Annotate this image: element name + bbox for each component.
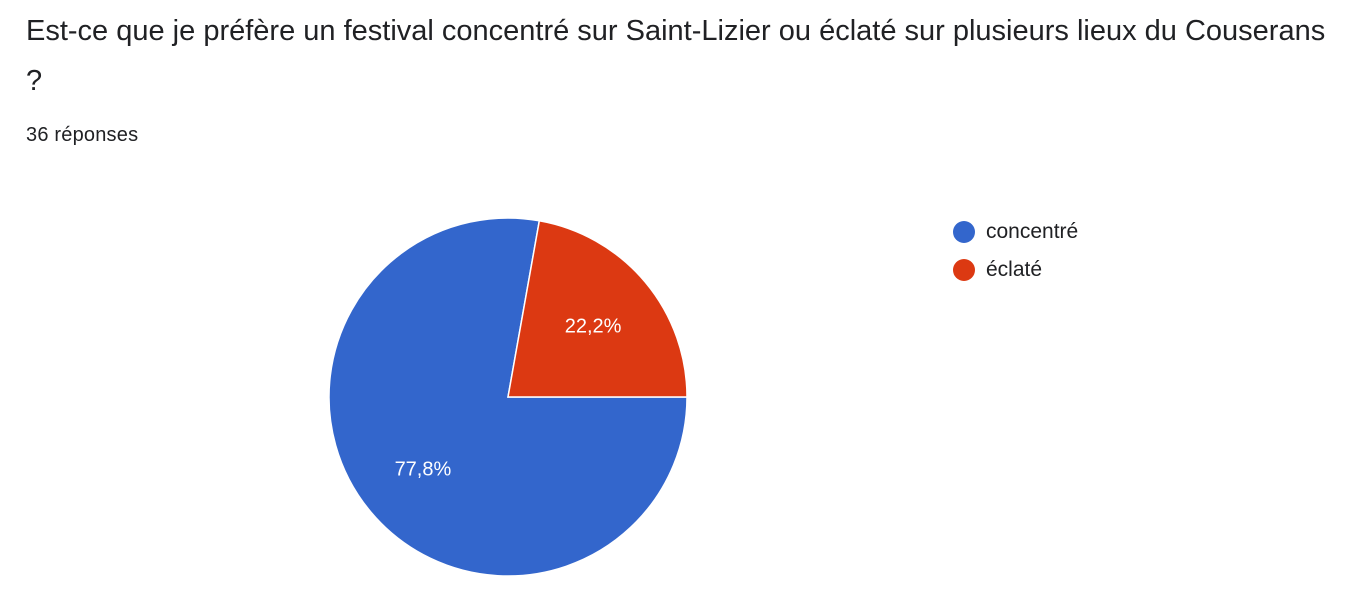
pie-slice-eclate[interactable] (507, 219, 688, 398)
legend-item-eclate[interactable]: éclaté (953, 251, 1078, 289)
legend-label-concentre: concentré (986, 220, 1079, 243)
question-title: Est-ce que je préfère un festival concen… (26, 15, 1326, 97)
pie-label-eclate: 22,2% (565, 316, 622, 338)
legend-swatch-concentre (953, 221, 975, 243)
pie-label-concentre: 77,8% (395, 458, 452, 480)
legend-swatch-eclate (953, 259, 975, 281)
chart-legend: concentré éclaté (953, 213, 1078, 289)
pie-slice-concentre[interactable] (328, 217, 688, 577)
legend-item-concentre[interactable]: concentré (953, 213, 1078, 251)
legend-label-eclate: éclaté (986, 258, 1043, 281)
response-count: 36 réponses (26, 124, 139, 146)
